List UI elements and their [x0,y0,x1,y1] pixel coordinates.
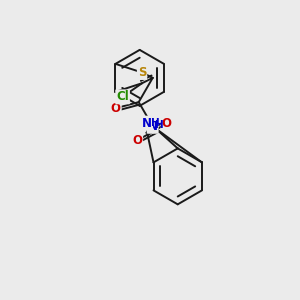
Text: H: H [152,118,160,128]
Text: N: N [148,120,158,133]
Text: O: O [111,102,121,115]
Text: H: H [155,120,164,130]
Text: O: O [162,117,172,130]
Text: S: S [138,66,146,79]
Text: N: N [142,117,152,130]
Text: O: O [132,134,142,147]
Text: Cl: Cl [116,90,129,103]
